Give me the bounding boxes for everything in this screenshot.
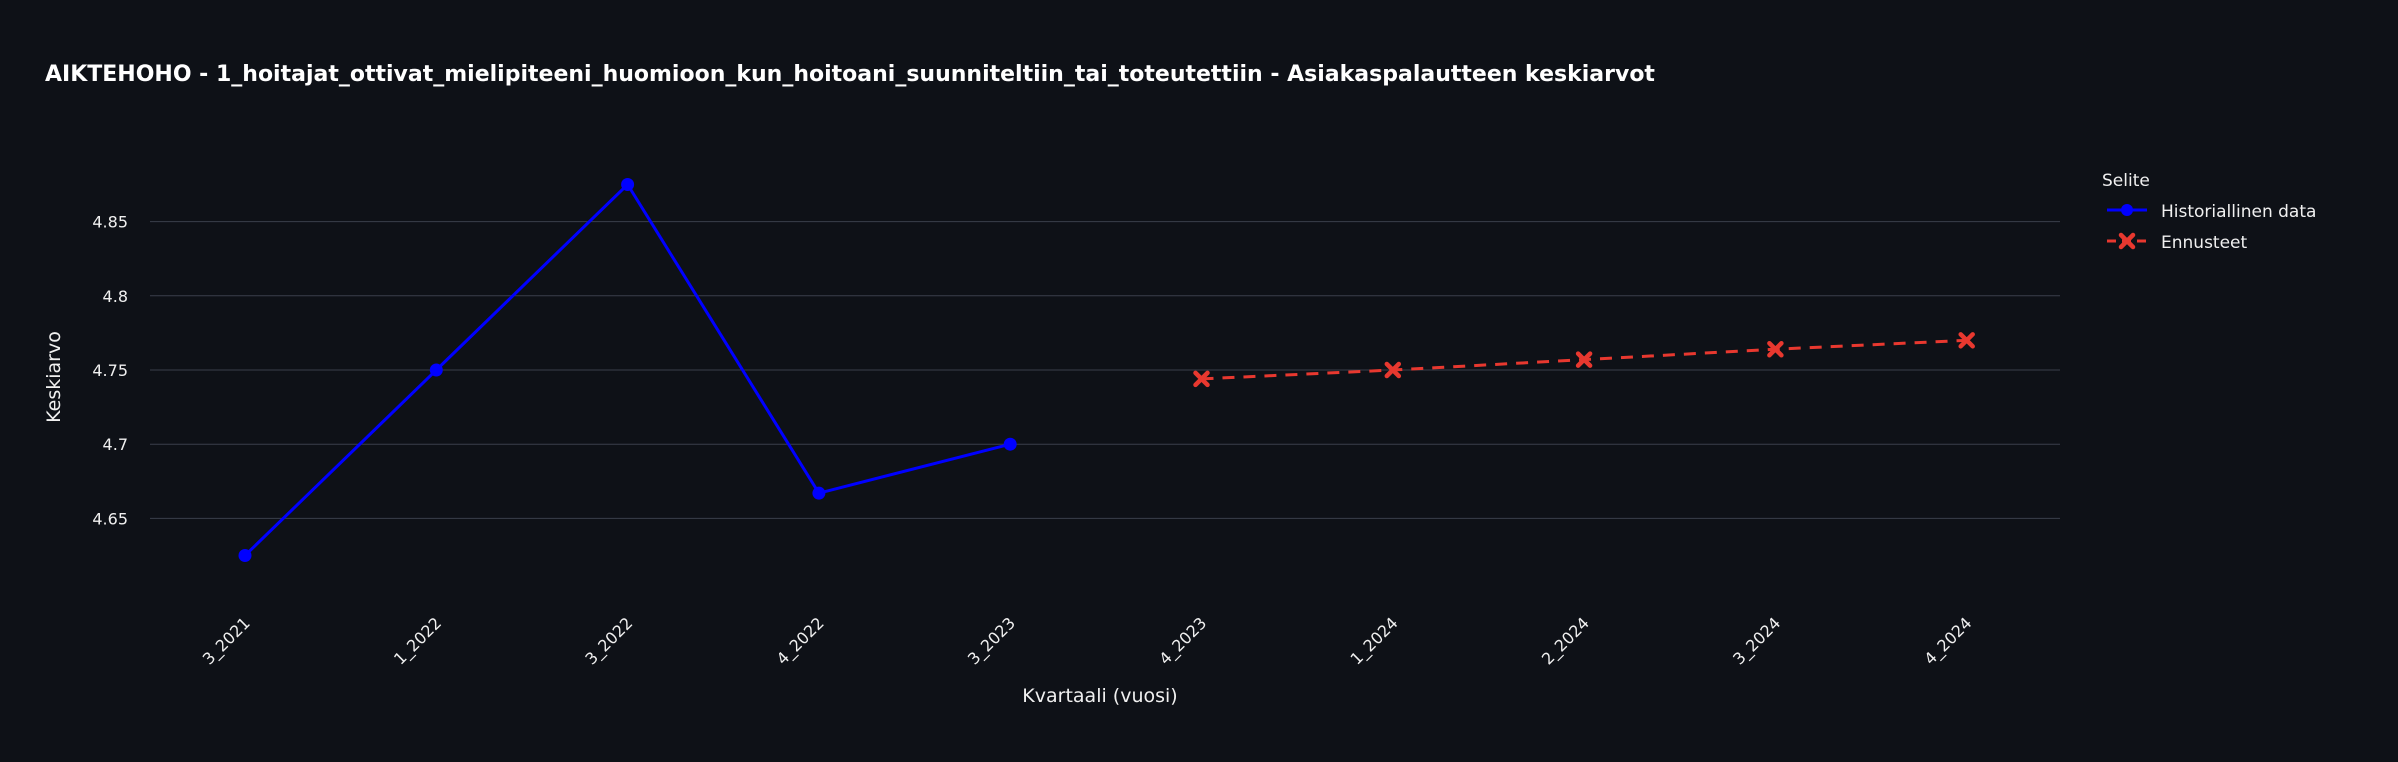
legend-label-forecast: Ennusteet [2161, 233, 2248, 253]
legend-item-historical[interactable]: Historiallinen data [2107, 202, 2316, 222]
y-tick-label: 4.8 [103, 287, 128, 306]
x-tick-label: 4_2022 [773, 613, 829, 669]
x-tick-label: 3_2022 [581, 613, 637, 669]
x-axis-label: Kvartaali (vuosi) [1022, 685, 1177, 707]
legend-marker-forecast [2118, 232, 2136, 250]
data-point-historical [429, 363, 443, 377]
chart-title: AIKTEHOHO - 1_hoitajat_ottivat_mielipite… [45, 62, 1655, 87]
series-layer [238, 178, 1975, 562]
y-tick-label: 4.65 [92, 509, 128, 528]
gridlines [150, 221, 2060, 519]
y-tick-label: 4.85 [92, 213, 128, 232]
data-point-forecast [1958, 332, 1975, 349]
legend: Selite Historiallinen data Ennusteet [2102, 171, 2316, 253]
legend-item-forecast[interactable]: Ennusteet [2107, 232, 2248, 253]
data-point-historical [812, 486, 826, 500]
data-point-forecast [1193, 370, 1210, 388]
y-axis-label: Keskiarvo [43, 331, 65, 423]
legend-label-historical: Historiallinen data [2161, 202, 2316, 222]
y-tick-label: 4.7 [103, 435, 128, 454]
x-tick-label: 1_2022 [390, 613, 446, 669]
data-point-historical [238, 548, 252, 562]
legend-marker-historical [2121, 204, 2133, 216]
x-tick-label: 4_2023 [1155, 613, 1211, 669]
data-point-historical [1003, 437, 1017, 451]
data-point-historical [621, 178, 635, 192]
x-tick-label: 4_2024 [1920, 613, 1976, 669]
x-tick-label: 3_2024 [1729, 613, 1785, 669]
legend-title: Selite [2102, 171, 2150, 191]
x-tick-labels: 3_2021 1_2022 3_2022 4_2022 3_2023 4_2023 1_20… [199, 613, 1976, 669]
data-point-forecast [1575, 351, 1593, 368]
x-tick-label: 2_2024 [1538, 613, 1594, 669]
y-tick-label: 4.75 [92, 361, 128, 380]
x-tick-label: 3_2023 [964, 613, 1020, 669]
y-tick-labels: 4.65 4.7 4.75 4.8 4.85 [92, 213, 128, 529]
data-point-forecast [1384, 361, 1402, 379]
x-tick-label: 1_2024 [1347, 613, 1403, 669]
x-tick-label: 3_2021 [199, 613, 255, 669]
data-point-forecast [1767, 340, 1784, 358]
